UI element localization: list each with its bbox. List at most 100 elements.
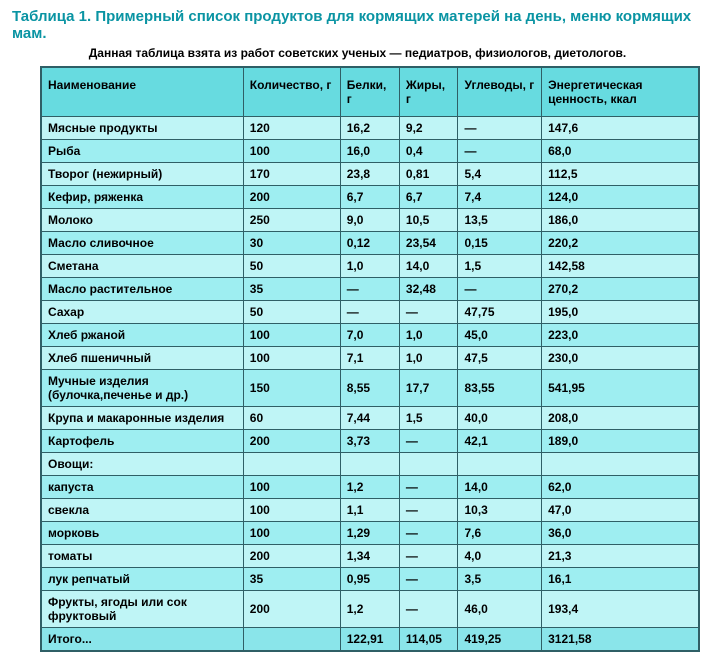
table-cell: 541,95 xyxy=(542,370,699,407)
table-cell: 9,0 xyxy=(340,209,399,232)
table-cell: 0,95 xyxy=(340,568,399,591)
table-cell: 230,0 xyxy=(542,347,699,370)
table-cell: 147,6 xyxy=(542,117,699,140)
table-cell: 14,0 xyxy=(458,476,542,499)
table-cell: 1,5 xyxy=(399,407,458,430)
table-cell: 68,0 xyxy=(542,140,699,163)
table-cell: 16,1 xyxy=(542,568,699,591)
table-cell: 40,0 xyxy=(458,407,542,430)
table-header-row: Наименование Количество, г Белки, г Жиры… xyxy=(41,67,699,117)
table-cell: 3,5 xyxy=(458,568,542,591)
table-cell: 220,2 xyxy=(542,232,699,255)
table-cell: 0,4 xyxy=(399,140,458,163)
table-total-cell: 114,05 xyxy=(399,628,458,652)
table-cell: 0,15 xyxy=(458,232,542,255)
table-cell: 1,0 xyxy=(399,347,458,370)
col-header-name: Наименование xyxy=(41,67,243,117)
table-cell: 0,12 xyxy=(340,232,399,255)
table-cell: Сахар xyxy=(41,301,243,324)
table-cell: 142,58 xyxy=(542,255,699,278)
table-cell: 200 xyxy=(243,430,340,453)
table-cell: 36,0 xyxy=(542,522,699,545)
table-cell: 7,44 xyxy=(340,407,399,430)
table-row: свекла1001,1—10,347,0 xyxy=(41,499,699,522)
table-cell: 223,0 xyxy=(542,324,699,347)
table-cell: 1,5 xyxy=(458,255,542,278)
table-cell: 270,2 xyxy=(542,278,699,301)
table-cell: 62,0 xyxy=(542,476,699,499)
table-cell: 100 xyxy=(243,140,340,163)
table-cell: 6,7 xyxy=(340,186,399,209)
table-cell: 120 xyxy=(243,117,340,140)
table-row: томаты2001,34—4,021,3 xyxy=(41,545,699,568)
table-cell: 1,0 xyxy=(399,324,458,347)
table-row: Мучные изделия (булочка,печенье и др.)15… xyxy=(41,370,699,407)
table-cell: 21,3 xyxy=(542,545,699,568)
table-cell: — xyxy=(399,522,458,545)
table-cell: Фрукты, ягоды или сок фруктовый xyxy=(41,591,243,628)
table-cell: 42,1 xyxy=(458,430,542,453)
table-cell: Мясные продукты xyxy=(41,117,243,140)
table-row: Крупа и макаронные изделия607,441,540,02… xyxy=(41,407,699,430)
table-cell: 100 xyxy=(243,324,340,347)
table-cell: 3,73 xyxy=(340,430,399,453)
table-cell: 47,5 xyxy=(458,347,542,370)
table-cell: 186,0 xyxy=(542,209,699,232)
table-cell xyxy=(458,453,542,476)
table-cell: 9,2 xyxy=(399,117,458,140)
table-cell: 100 xyxy=(243,476,340,499)
table-cell: Творог (нежирный) xyxy=(41,163,243,186)
table-row: Рыба10016,00,4—68,0 xyxy=(41,140,699,163)
table-cell: Картофель xyxy=(41,430,243,453)
table-row: Овощи: xyxy=(41,453,699,476)
table-row: морковь1001,29—7,636,0 xyxy=(41,522,699,545)
table-row: Сметана501,014,01,5142,58 xyxy=(41,255,699,278)
table-total-cell: 419,25 xyxy=(458,628,542,652)
table-cell: лук репчатый xyxy=(41,568,243,591)
table-cell: — xyxy=(399,545,458,568)
table-cell xyxy=(399,453,458,476)
table-cell: Молоко xyxy=(41,209,243,232)
table-cell: — xyxy=(458,117,542,140)
table-subtitle: Данная таблица взята из работ советских … xyxy=(12,46,703,60)
table-row: Хлеб пшеничный1007,11,047,5230,0 xyxy=(41,347,699,370)
table-row: Масло растительное35—32,48—270,2 xyxy=(41,278,699,301)
table-cell: — xyxy=(458,278,542,301)
page: Таблица 1. Примерный список продуктов дл… xyxy=(0,0,715,668)
table-cell: — xyxy=(399,499,458,522)
table-cell: 50 xyxy=(243,255,340,278)
table-cell: — xyxy=(340,301,399,324)
col-header-fat: Жиры, г xyxy=(399,67,458,117)
table-wrap: Наименование Количество, г Белки, г Жиры… xyxy=(12,66,703,652)
table-row: Масло сливочное300,1223,540,15220,2 xyxy=(41,232,699,255)
table-cell: 13,5 xyxy=(458,209,542,232)
col-header-qty: Количество, г xyxy=(243,67,340,117)
table-cell: 35 xyxy=(243,568,340,591)
table-cell: 200 xyxy=(243,545,340,568)
table-cell: свекла xyxy=(41,499,243,522)
table-cell: 6,7 xyxy=(399,186,458,209)
table-cell: Хлеб ржаной xyxy=(41,324,243,347)
table-cell: — xyxy=(340,278,399,301)
table-total-cell: 122,91 xyxy=(340,628,399,652)
col-header-protein: Белки, г xyxy=(340,67,399,117)
table-cell: 83,55 xyxy=(458,370,542,407)
table-total-row: Итого...122,91114,05419,253121,58 xyxy=(41,628,699,652)
table-cell: 100 xyxy=(243,499,340,522)
table-cell: 170 xyxy=(243,163,340,186)
table-row: Молоко2509,010,513,5186,0 xyxy=(41,209,699,232)
table-row: Сахар50——47,75195,0 xyxy=(41,301,699,324)
table-cell: 35 xyxy=(243,278,340,301)
table-cell: 150 xyxy=(243,370,340,407)
table-total-cell: Итого... xyxy=(41,628,243,652)
table-title: Таблица 1. Примерный список продуктов дл… xyxy=(12,8,703,42)
table-cell: томаты xyxy=(41,545,243,568)
table-cell: Сметана xyxy=(41,255,243,278)
table-cell: 200 xyxy=(243,591,340,628)
table-cell: 1,2 xyxy=(340,476,399,499)
table-cell: 16,0 xyxy=(340,140,399,163)
table-cell: 8,55 xyxy=(340,370,399,407)
table-cell: 4,0 xyxy=(458,545,542,568)
table-cell: капуста xyxy=(41,476,243,499)
table-cell: 124,0 xyxy=(542,186,699,209)
